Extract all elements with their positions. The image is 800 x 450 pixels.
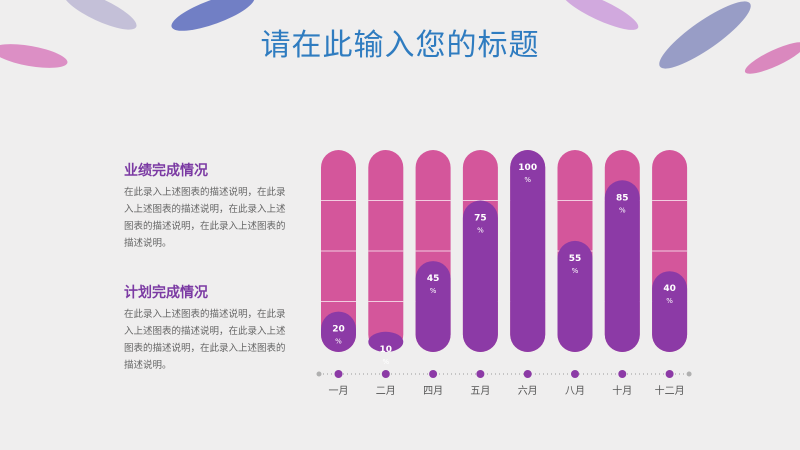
x-tick-label: 二月 (376, 385, 396, 397)
x-tick-label: 八月 (565, 385, 585, 397)
axis-dot (381, 370, 390, 378)
feather-decoration-top-left-pink (0, 44, 68, 68)
data-label-unit: % (477, 227, 484, 235)
data-label-unit: % (335, 338, 342, 346)
x-tick-label: 五月 (470, 385, 490, 397)
axis-dot (665, 370, 674, 378)
section-body-performance: 在此录入上述图表的描述说明，在此录入上述图表的描述说明，在此录入上述图表的描述说… (124, 187, 286, 249)
data-label: 10 (380, 345, 393, 355)
axis-dot (476, 370, 485, 378)
data-label-unit: % (619, 206, 626, 214)
feather-decoration-right-pink (744, 42, 800, 74)
data-label: 20 (332, 325, 345, 335)
axis-end-dot (316, 371, 322, 377)
section-title-plan: 计划完成情况 (124, 285, 208, 301)
axis-dot (571, 370, 579, 378)
data-label: 85 (616, 193, 629, 203)
data-label: 40 (663, 284, 676, 294)
x-tick-label: 十月 (612, 384, 632, 397)
feather-decoration-top-left (63, 0, 137, 30)
feather-decoration-top-right (561, 0, 639, 30)
data-label-unit: % (382, 358, 389, 366)
axis-dot (523, 370, 532, 378)
bar-value (415, 261, 451, 352)
x-tick-label: 一月 (329, 385, 349, 397)
data-label: 45 (427, 274, 440, 284)
axis-dot (618, 370, 627, 378)
bar-value (557, 240, 593, 352)
feather-decoration-top-center (171, 0, 255, 31)
bar-value (510, 150, 546, 352)
feather-decoration-right-blue (659, 1, 751, 69)
x-tick-label: 六月 (518, 385, 538, 397)
bar-value (462, 200, 498, 352)
data-label-unit: % (572, 267, 579, 275)
axis-end-dot (686, 371, 692, 377)
data-label: 55 (569, 254, 582, 264)
bar-value (652, 271, 688, 352)
data-label: 100 (518, 163, 537, 173)
axis-dot (334, 370, 343, 378)
bar-value (321, 311, 356, 352)
data-label: 75 (474, 214, 487, 224)
section-title-performance: 业绩完成情况 (124, 163, 208, 179)
bar-value (368, 331, 404, 352)
data-label-unit: % (524, 176, 531, 184)
data-label-unit: % (666, 297, 673, 305)
x-tick-label: 四月 (423, 385, 443, 397)
bar-value (604, 180, 640, 352)
x-tick-label: 十二月 (655, 384, 685, 397)
axis-dot (429, 370, 438, 378)
section-body-plan: 在此录入上述图表的描述说明，在此录入上述图表的描述说明，在此录入上述图表的描述说… (124, 309, 286, 371)
data-label-unit: % (430, 287, 437, 295)
page-title: 请在此输入您的标题 (260, 28, 540, 63)
